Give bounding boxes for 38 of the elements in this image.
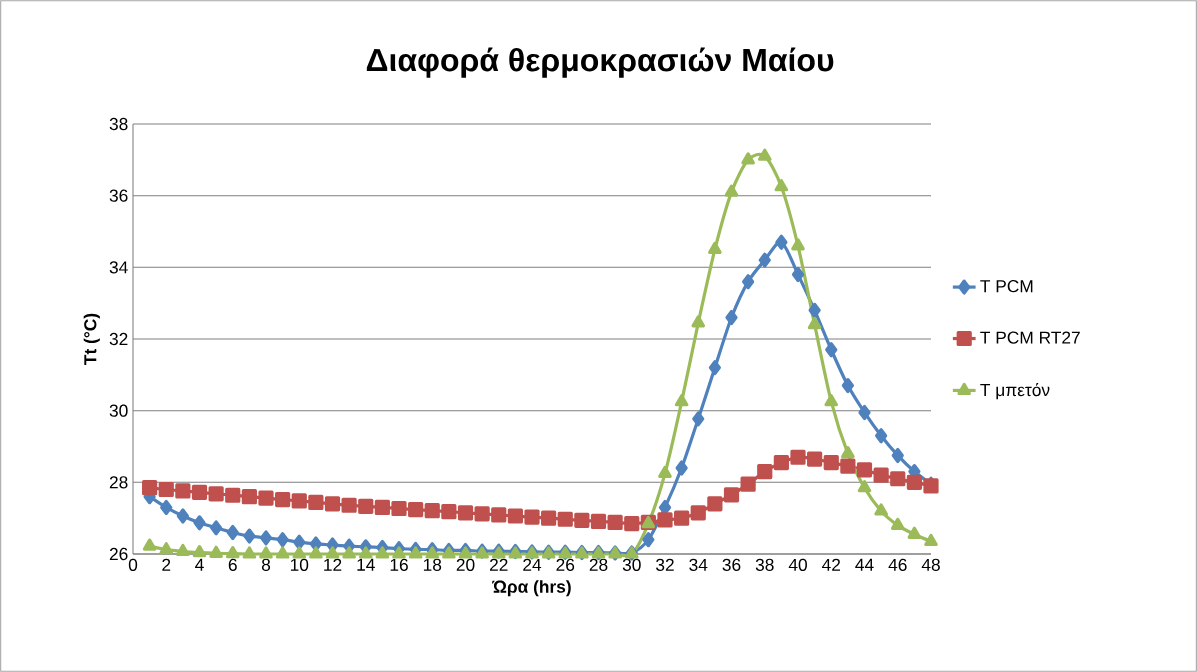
legend-label: T PCM (980, 280, 1033, 293)
x-tick-label: 32 (656, 558, 674, 571)
y-tick-label: 28 (109, 476, 128, 489)
x-tick-label: 26 (556, 558, 575, 571)
x-tick-label: 28 (589, 558, 608, 571)
y-axis-title: Tt (°C) (83, 313, 100, 365)
x-tick-label: 10 (290, 558, 309, 571)
y-tick-label: 34 (109, 261, 128, 274)
legend-label: T PCM RT27 (980, 331, 1080, 344)
x-tick-label: 46 (888, 558, 907, 571)
y-tick-label: 26 (109, 547, 128, 561)
x-tick-label: 42 (822, 558, 841, 571)
x-tick-label: 0 (128, 558, 138, 571)
x-tick-label: 20 (456, 558, 475, 571)
x-tick-label: 4 (195, 558, 204, 571)
legend-label: T μπετόν (980, 382, 1050, 400)
x-tick-label: 40 (788, 558, 807, 571)
x-tick-label: 8 (261, 558, 271, 571)
x-axis-title: Ώρα (hrs) (491, 580, 571, 597)
x-tick-label: 22 (489, 558, 508, 571)
y-tick-label: 30 (109, 404, 128, 417)
x-tick-label: 44 (855, 558, 874, 571)
x-tick-label: 18 (423, 558, 442, 571)
x-tick-label: 30 (622, 558, 641, 571)
y-tick-label: 38 (109, 117, 128, 131)
x-tick-label: 2 (162, 558, 171, 571)
x-tick-label: 12 (324, 558, 342, 571)
y-tick-label: 36 (109, 189, 128, 202)
x-tick-label: 14 (357, 558, 375, 571)
x-tick-label: 6 (228, 558, 237, 571)
x-tick-label: 34 (689, 558, 708, 571)
x-tick-label: 16 (390, 558, 408, 571)
x-tick-label: 24 (523, 558, 542, 571)
x-tick-label: 38 (755, 558, 774, 571)
y-tick-label: 32 (109, 332, 128, 346)
x-tick-label: 36 (722, 558, 741, 571)
x-tick-label: 48 (921, 558, 940, 571)
chart-title: Διαφορά θερμοκρασιών Μαίου (366, 47, 834, 78)
